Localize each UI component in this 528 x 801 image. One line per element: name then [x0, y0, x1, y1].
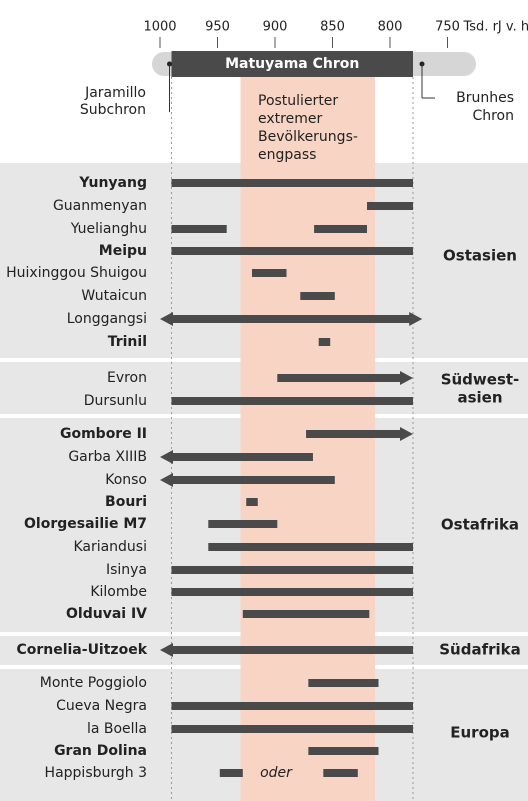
range-bar-gombore-ii: [306, 430, 402, 438]
site-label-gombore-ii: Gombore II: [60, 426, 147, 442]
site-label-meipu: Meipu: [99, 243, 147, 259]
range-bar-guanmenyan: [367, 202, 413, 210]
range-bar-olorgesailie-m7: [208, 520, 278, 528]
bottleneck-label-line-1: Postulierter: [258, 93, 338, 109]
site-label-wutaicun: Wutaicun: [81, 288, 147, 304]
region-label-südafrika: Südafrika: [439, 641, 521, 659]
range-bar-segment-26: [323, 769, 358, 777]
range-bar-wutaicun: [300, 292, 335, 300]
site-label-olduvai-iv: Olduvai IV: [66, 606, 147, 622]
or-label: oder: [260, 765, 293, 781]
site-label-happisburgh-3: Happisburgh 3: [45, 765, 147, 781]
range-bar-monte-poggiolo: [308, 679, 379, 687]
region-label-südwestasien-line-2: asien: [457, 389, 502, 407]
site-label-konso: Konso: [105, 472, 147, 488]
range-arrow-left-cornelia-uitzoek: [160, 643, 173, 657]
brunhes-label-line-1: Brunhes: [456, 90, 514, 106]
region-label-ostafrika: Ostafrika: [441, 516, 519, 534]
site-label-guanmenyan: Guanmenyan: [53, 198, 147, 214]
range-bar-konso: [171, 476, 335, 484]
range-arrow-right-longgangsi: [409, 312, 423, 326]
jaramillo-label-line-2: Subchron: [80, 102, 146, 118]
region-label-europa: Europa: [450, 724, 510, 742]
site-label-dursunlu: Dursunlu: [84, 393, 147, 409]
range-arrow-right-evron: [400, 371, 413, 385]
site-label-longgangsi: Longgangsi: [67, 311, 147, 327]
range-bar-yuelianghu: [171, 225, 227, 233]
bottleneck-label-line-2: extremer: [258, 111, 322, 127]
axis-unit-label: Tsd. rJ v. h.: [463, 20, 528, 35]
bottleneck-label-line-3: Bevölkerungs-: [258, 129, 358, 145]
x-tick-label-750: 750: [435, 20, 460, 35]
x-tick-label-850: 850: [320, 20, 345, 35]
region-label-ostasien: Ostasien: [443, 247, 517, 265]
range-bar-bouri: [246, 498, 258, 506]
range-arrow-left-longgangsi: [160, 312, 173, 326]
range-arrow-right-gombore-ii: [400, 427, 413, 441]
range-bar-kariandusi: [208, 543, 413, 551]
jaramillo-label-line-1: Jaramillo: [84, 85, 146, 101]
range-bar-cornelia-uitzoek: [171, 646, 413, 654]
site-label-yuelianghu: Yuelianghu: [70, 221, 147, 237]
range-bar-cueva-negra: [171, 702, 413, 710]
range-bar-happisburgh-3: [219, 769, 243, 777]
range-bar-dursunlu: [171, 397, 413, 405]
range-arrow-left-konso: [160, 473, 173, 487]
range-bar-segment-3: [314, 225, 367, 233]
range-bar-meipu: [171, 247, 413, 255]
range-bar-trinil: [318, 338, 331, 346]
site-label-bouri: Bouri: [105, 494, 147, 510]
site-label-olorgesailie-m7: Olorgesailie M7: [24, 516, 147, 532]
site-label-kilombe: Kilombe: [90, 584, 147, 600]
site-label-garba-xiiib: Garba XIIIB: [68, 449, 147, 465]
range-bar-la-boella: [171, 725, 413, 733]
range-bar-olduvai-iv: [242, 610, 370, 618]
site-label-isinya: Isinya: [106, 562, 147, 578]
range-bar-yunyang: [171, 179, 413, 187]
range-bar-evron: [277, 374, 402, 382]
matuyama-chron-label: Matuyama Chron: [225, 56, 359, 72]
site-label-cueva-negra: Cueva Negra: [56, 698, 147, 714]
brunhes-label-line-2: Chron: [472, 108, 514, 124]
site-label-yunyang: Yunyang: [78, 175, 147, 191]
range-bar-gran-dolina: [308, 747, 379, 755]
range-bar-huixinggou-shuigou: [252, 269, 287, 277]
range-bar-garba-xiiib: [171, 453, 313, 461]
range-bar-longgangsi: [171, 315, 412, 323]
range-bar-kilombe: [171, 588, 413, 596]
x-tick-label-900: 900: [263, 20, 288, 35]
site-label-kariandusi: Kariandusi: [73, 539, 147, 555]
site-label-huixinggou-shuigou: Huixinggou Shuigou: [6, 265, 147, 281]
region-label-südwestasien-line-1: Südwest-: [441, 371, 520, 389]
bottleneck-label-line-4: engpass: [258, 147, 316, 163]
site-label-monte-poggiolo: Monte Poggiolo: [40, 675, 147, 691]
matuyama-chron-bar: [171, 51, 413, 77]
range-arrow-left-garba-xiiib: [160, 450, 173, 464]
x-tick-label-800: 800: [378, 20, 403, 35]
site-label-gran-dolina: Gran Dolina: [54, 743, 147, 759]
site-label-cornelia-uitzoek: Cornelia-Uitzoek: [16, 642, 147, 658]
x-tick-label-950: 950: [205, 20, 230, 35]
site-label-la-boella: la Boella: [87, 721, 147, 737]
range-bar-isinya: [171, 566, 413, 574]
x-tick-label-1000: 1000: [143, 20, 176, 35]
site-label-trinil: Trinil: [108, 334, 147, 350]
site-label-evron: Evron: [107, 370, 147, 386]
